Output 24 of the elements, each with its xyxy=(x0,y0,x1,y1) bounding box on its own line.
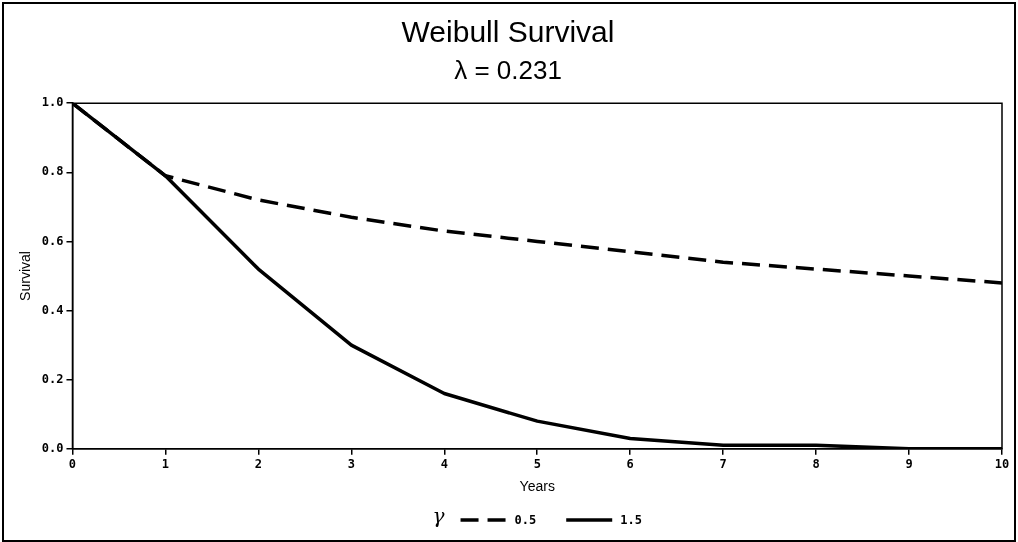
legend-title: γ xyxy=(432,504,445,529)
x-tick-label: 9 xyxy=(905,457,913,472)
y-tick-label: 0.4 xyxy=(41,302,64,317)
x-tick-label: 3 xyxy=(347,457,355,472)
x-axis-title: Years xyxy=(519,478,555,495)
chart-title: Weibull Survival xyxy=(401,15,615,49)
x-tick-label: 1 xyxy=(161,457,170,472)
y-tick-label: 0.8 xyxy=(41,164,64,179)
x-tick-label: 5 xyxy=(533,457,541,472)
y-tick-label: 0.6 xyxy=(41,233,64,248)
x-tick-label: 4 xyxy=(440,457,448,472)
x-tick-label: 2 xyxy=(254,457,262,472)
y-tick-label: 1.0 xyxy=(41,95,64,110)
x-tick-label: 6 xyxy=(626,457,634,472)
y-tick-label: 0.0 xyxy=(41,440,64,455)
y-axis-title: Survival xyxy=(17,251,34,301)
x-tick-label: 7 xyxy=(719,457,727,472)
y-tick-label: 0.2 xyxy=(41,371,64,386)
x-tick-label: 0 xyxy=(68,457,77,472)
legend-label: 0.5 xyxy=(514,513,537,528)
chart-subtitle: λ = 0.231 xyxy=(454,54,562,85)
x-tick-label: 8 xyxy=(812,457,820,472)
x-tick-label: 10 xyxy=(994,457,1010,472)
legend-label: 1.5 xyxy=(620,513,642,528)
